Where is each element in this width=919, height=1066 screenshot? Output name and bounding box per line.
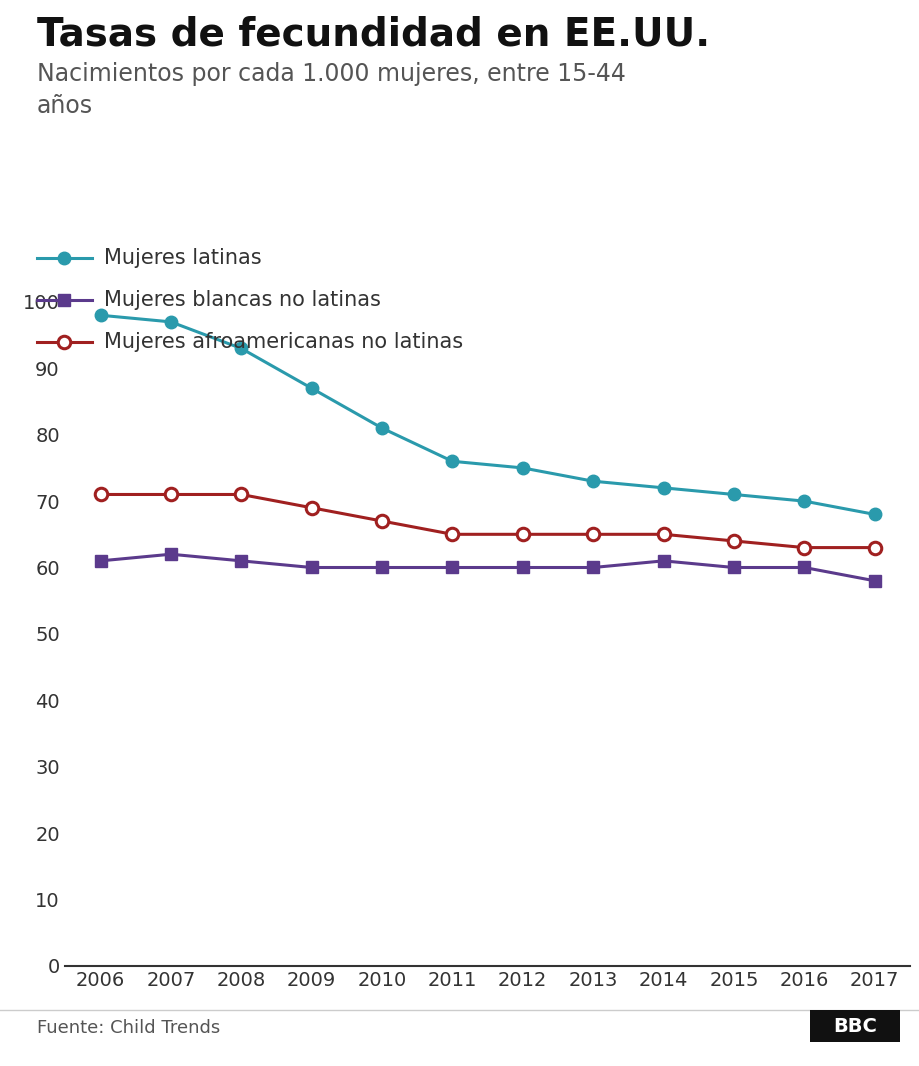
- Text: Nacimientos por cada 1.000 mujeres, entre 15-44: Nacimientos por cada 1.000 mujeres, entr…: [37, 62, 625, 86]
- Text: años: años: [37, 94, 93, 118]
- Text: Mujeres afroamericanas no latinas: Mujeres afroamericanas no latinas: [104, 332, 462, 352]
- Text: Mujeres latinas: Mujeres latinas: [104, 248, 261, 268]
- Text: BBC: BBC: [833, 1017, 876, 1035]
- Text: Fuente: Child Trends: Fuente: Child Trends: [37, 1019, 220, 1037]
- Text: Tasas de fecundidad en EE.UU.: Tasas de fecundidad en EE.UU.: [37, 16, 709, 54]
- Text: Mujeres blancas no latinas: Mujeres blancas no latinas: [104, 290, 380, 310]
- Bar: [809, 1010, 899, 1041]
